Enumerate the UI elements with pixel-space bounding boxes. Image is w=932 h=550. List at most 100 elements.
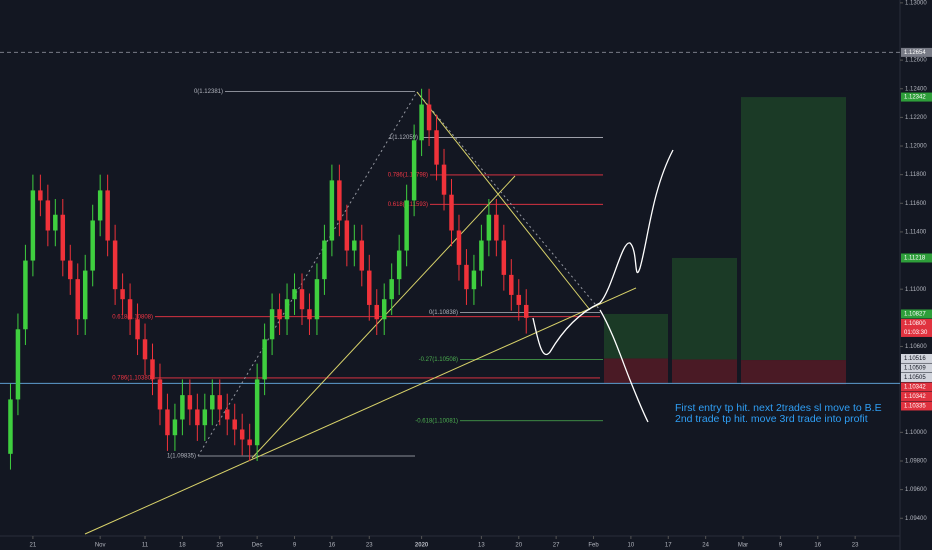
price-tag-label: 1.10509 [904,366,926,372]
x-tick-label: 10 [628,543,635,549]
fib-label: 0.786(1.10380) [112,376,153,382]
x-tick-label: 25 [216,543,223,549]
price-tag [901,391,932,401]
y-tick-label: 1.12400 [905,86,927,92]
candle-body [202,409,208,426]
profit-zone [672,257,737,360]
fib-label: 1(1.09835) [167,454,196,460]
candle-body [172,419,178,436]
candle-body [277,309,282,320]
price-tag [901,92,932,102]
candle-body [165,409,170,436]
y-tick-label: 1.09400 [905,516,927,522]
profit-zone [741,97,846,361]
candle-body [329,180,335,241]
price-tag-label: 1.12654 [904,50,926,56]
candle-body [97,190,103,221]
candle-body [404,200,409,251]
candle-body [494,214,499,241]
fib-label: -0.27(1.10508) [419,357,458,363]
candle-body [247,439,252,446]
candle-body [322,240,327,280]
candle-body [367,270,372,305]
projection-sketch [599,309,649,423]
price-tag [901,372,932,382]
candle-body [284,299,290,320]
y-tick-label: 1.12600 [905,58,927,64]
candle-body [411,140,417,201]
candle-body [225,409,230,420]
price-tag-label: 1.10505 [904,375,926,381]
candle-body [464,264,469,290]
candle-body [195,409,200,426]
candle-body [396,250,402,280]
fib-trend [197,91,418,457]
x-tick-label: Dec [252,543,263,549]
price-tag [901,47,932,57]
countdown: 01:03:30 [904,330,928,336]
price-tag-label: 1.10516 [904,356,926,362]
candle-body [359,240,365,271]
candle-body [292,289,297,300]
x-tick-label: 11 [142,543,149,549]
x-tick-label: 23 [852,543,859,549]
x-tick-label: 23 [366,543,373,549]
trend-line [416,91,591,311]
candle-body [374,304,379,320]
candle-body [8,399,13,454]
candle-body [441,164,447,195]
price-tag-label: 1.12342 [904,95,926,101]
candle-body [38,190,43,201]
x-tick-label: 16 [329,543,336,549]
candle-body [23,260,28,330]
x-tick-label: 9 [779,543,783,549]
candle-body [486,214,492,241]
x-tick-label: 18 [179,543,186,549]
candle-body [449,194,454,231]
price-tag [901,309,932,319]
price-tag-label: 1.10342 [904,385,926,391]
candle-body [254,379,260,446]
candle-body [262,339,267,380]
x-tick-label: Feb [588,543,599,549]
candle-body [82,270,88,320]
loss-zone [672,359,737,384]
candle-body [150,359,155,380]
price-tag-label: 1.10827 [904,312,926,318]
annotation: First entry tp hit. next 2trades sl move… [675,402,882,414]
candle-body [120,289,125,300]
price-tag [901,382,932,392]
candle-body [509,274,514,295]
price-tag-label: 1.10342 [904,394,926,400]
fib-label: 0(1.10838) [429,310,458,316]
fib-label: 0.786(1.11798) [388,173,428,179]
x-tick-label: 17 [665,543,672,549]
price-tag [901,253,932,263]
candle-body [434,130,439,165]
price-tag-label: 1.10800 [904,321,926,327]
y-tick-label: 1.11800 [905,172,927,178]
candle-body [344,220,350,251]
x-tick-label: 2020 [415,543,429,549]
fib-label: 0(1.12381) [194,89,223,95]
candle-body [426,104,432,131]
trend-line [84,287,637,535]
candle-body [53,214,58,231]
candle-body [232,419,237,430]
price-tag-label: 1.10335 [904,404,926,410]
candle-body [15,329,21,400]
x-tick-label: 21 [30,543,37,549]
loss-zone [741,360,846,385]
candle-body [524,304,529,318]
candle-body [112,240,118,290]
candle-body [135,319,140,340]
candle-body [157,379,163,410]
y-tick-label: 1.12200 [905,115,927,121]
price-tag [901,363,932,373]
y-tick-label: 1.11400 [905,230,927,236]
candle-body [352,240,357,251]
candle-body [314,279,320,320]
candle-body [45,200,51,231]
x-tick-label: 9 [293,543,297,549]
